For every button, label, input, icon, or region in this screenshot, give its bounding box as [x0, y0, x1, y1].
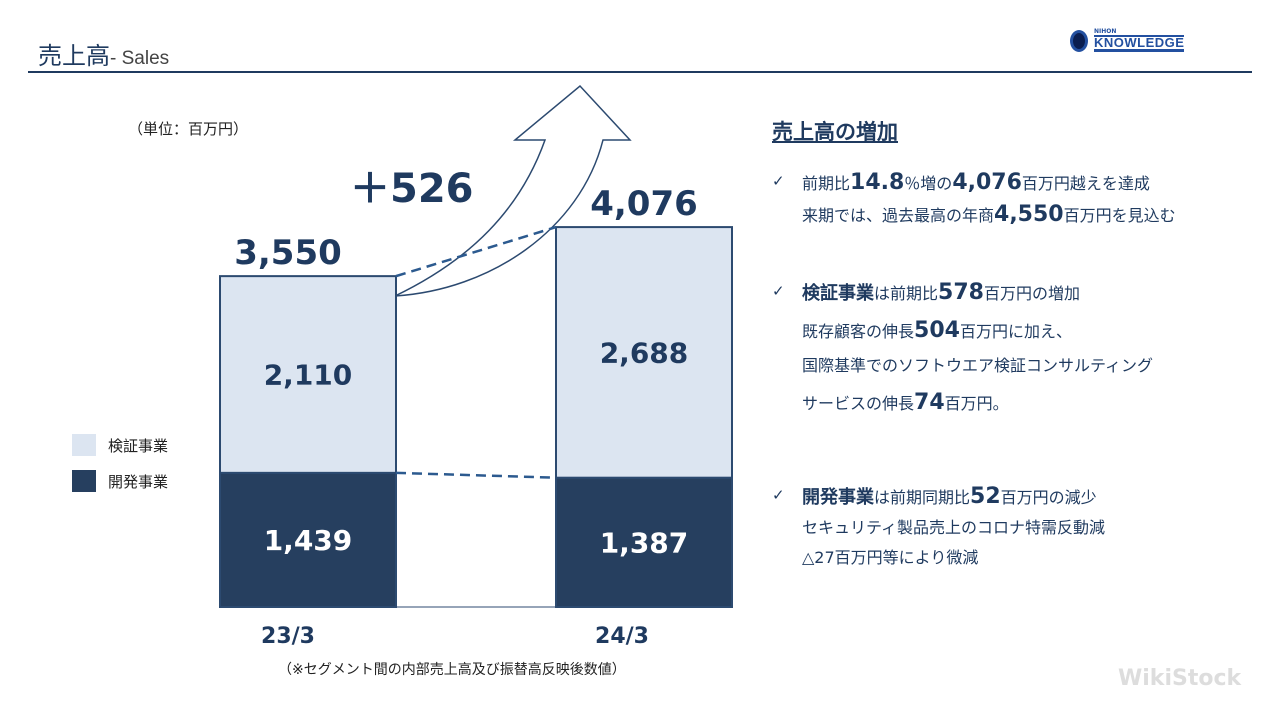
bar-24/3-0: [555, 476, 733, 609]
page-title: 売上高- Sales: [38, 42, 170, 70]
total-label: 3,550: [234, 233, 342, 273]
total-label: 4,076: [590, 184, 698, 224]
connector-total: [395, 225, 557, 278]
bar-23/3-1: [219, 275, 397, 474]
company-logo: NIHON KNOWLEDGE: [1070, 28, 1240, 54]
increase-label: ＋526: [350, 166, 474, 212]
check-icon: ✓: [772, 486, 785, 504]
legend-item-kaihatsu: 開発事業: [72, 470, 168, 492]
footnote: （※セグメント間の内部売上高及び振替高反映後数値）: [278, 662, 626, 678]
legend-item-kensho: 検証事業: [72, 434, 168, 456]
segment-label: 2,110: [264, 358, 353, 391]
summary-panel: 売上高の増加 ✓ 前期比14.8％増の4,076百万円越えを達成 来期では、過去最…: [772, 116, 1252, 566]
summary-heading: 売上高の増加: [772, 120, 898, 144]
bullet-total: ✓ 前期比14.8％増の4,076百万円越えを達成 来期では、過去最高の年商4,5…: [772, 170, 1176, 227]
segment-label: 2,688: [600, 336, 689, 369]
bar-24/3-1: [555, 226, 733, 479]
x-tick-label: 24/3: [595, 624, 649, 649]
bullet-kaihatsu: ✓ 開発事業は前期同期比52百万円の減少 セキュリティ製品売上のコロナ特需反動減 …: [772, 484, 1106, 567]
watermark: WikiStock: [1118, 666, 1242, 691]
segment-label: 1,387: [600, 526, 689, 559]
globe-icon: [1070, 30, 1088, 52]
bar-23/3-0: [219, 471, 397, 608]
growth-arrow: [394, 84, 632, 297]
segment-label: 1,439: [264, 524, 353, 557]
check-icon: ✓: [772, 172, 785, 190]
unit-label: （単位：百万円）: [128, 120, 249, 138]
check-icon: ✓: [772, 282, 785, 300]
sales-chart: 1,439 2,110 3,550 23/3 1,387 2,688 4,076 24/3 ＋…: [219, 84, 733, 649]
bullet-kensho: ✓ 検証事業は前期比578百万円の増加 既存顧客の伸長504百万円に加え、 国際基…: [772, 280, 1154, 415]
connector-segment: [395, 471, 557, 479]
header-divider: [28, 71, 1252, 73]
x-tick-label: 23/3: [261, 624, 315, 649]
legend-swatch: [72, 434, 96, 456]
legend-swatch: [72, 470, 96, 492]
